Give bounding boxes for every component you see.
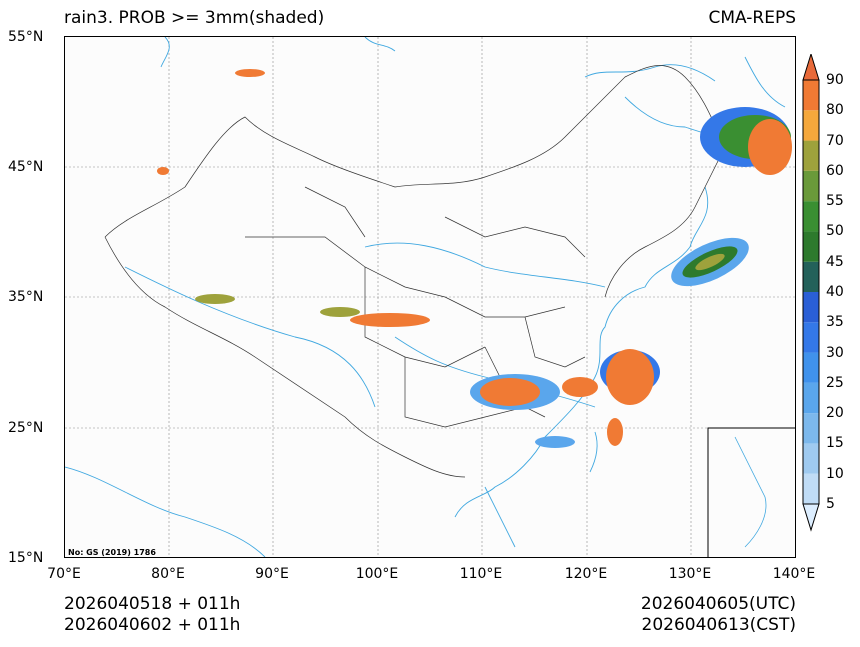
precip-tibet-core: [350, 313, 430, 327]
precip-north-cell: [235, 69, 265, 77]
colorbar-label: 70: [826, 132, 844, 149]
colorbar-label: 15: [826, 435, 844, 452]
lat-tick-25n: 25°N: [8, 420, 44, 436]
colorbar-segment: [803, 473, 819, 504]
colorbar-segment: [803, 443, 819, 474]
coast-south-asia: [65, 466, 266, 557]
colorbar-segment: [803, 292, 819, 323]
colorbar-label: 30: [826, 344, 844, 361]
colorbar-segment: [803, 201, 819, 232]
model-name: CMA-REPS: [708, 8, 796, 28]
precip-shading: [157, 69, 792, 448]
precip-east-core: [606, 349, 654, 405]
colorbar-label: 10: [826, 465, 844, 482]
colorbar-segment: [803, 322, 819, 353]
lon-tick-70e: 70°E: [47, 566, 81, 582]
map-canvas: [65, 37, 795, 557]
river-yellow: [364, 242, 606, 288]
precip-ne-core: [748, 119, 792, 175]
colorbar-label: 80: [826, 102, 844, 119]
lon-tick-130e: 130°E: [668, 566, 712, 582]
precip-korea-core: [695, 253, 725, 271]
colorbar-label: 35: [826, 314, 844, 331]
precip-tibet-west: [320, 307, 360, 317]
lat-tick-45n: 45°N: [8, 159, 44, 175]
colorbar-label: 20: [826, 405, 844, 422]
province-line-7: [444, 216, 586, 258]
coast-north: [584, 64, 716, 82]
lon-tick-80e: 80°E: [151, 566, 185, 582]
valid-time-utc: 2026040605(UTC): [640, 594, 796, 614]
coast-vietnam: [484, 486, 516, 548]
init-time-cst: 2026040602 + 011h: [64, 615, 241, 635]
coast-ne: [744, 56, 786, 108]
precip-nw-cell: [157, 167, 169, 175]
south-china-sea-inset: [707, 427, 795, 557]
china-north-border: [104, 65, 726, 298]
lat-tick-35n: 35°N: [8, 289, 44, 305]
colorbar-segment: [803, 413, 819, 444]
colorbar-segment: [803, 110, 819, 141]
inset-box: [707, 427, 795, 557]
coast-taiwan: [589, 431, 598, 473]
precip-taiwan: [607, 418, 623, 446]
colorbar-label: 40: [826, 284, 844, 300]
coast-east: [454, 186, 709, 518]
coastlines-rivers: [65, 37, 786, 557]
map-approval-note: No: GS (2019) 1786: [68, 548, 156, 557]
river-yangtze: [394, 336, 596, 408]
province-line-1: [245, 236, 446, 298]
colorbar-label: 45: [826, 253, 844, 270]
coast-top: [364, 37, 396, 52]
valid-time-cst: 2026040613(CST): [641, 615, 796, 635]
province-line-4: [404, 357, 526, 428]
lon-tick-110e: 110°E: [459, 566, 503, 582]
province-line-3: [444, 296, 566, 318]
colorbar-label: 25: [826, 374, 844, 391]
precip-tibet-far-west: [195, 294, 235, 304]
lon-tick-140e: 140°E: [772, 566, 816, 582]
borders: [104, 65, 726, 478]
colorbar-label: 55: [826, 193, 844, 210]
colorbar-label: 60: [826, 162, 844, 179]
lon-tick-120e: 120°E: [564, 566, 608, 582]
colorbar-segment: [803, 140, 819, 171]
province-line-6: [524, 316, 586, 368]
colorbar-segment: [803, 170, 819, 202]
colorbar-label: 90: [826, 72, 844, 88]
province-line-8: [304, 186, 366, 238]
colorbar-label: 50: [826, 223, 844, 240]
precip-fujian: [535, 436, 575, 448]
colorbar-extend-min: [802, 503, 820, 532]
lon-tick-100e: 100°E: [355, 566, 399, 582]
coast-nw: [160, 37, 170, 68]
precip-east-cell: [562, 377, 598, 397]
lat-tick-55n: 55°N: [8, 29, 44, 45]
colorbar-segment: [803, 352, 819, 383]
lat-tick-15n: 15°N: [8, 550, 44, 566]
gridlines: [65, 37, 795, 557]
colorbar-extend-max: [802, 54, 820, 81]
colorbar-segment: [803, 231, 819, 262]
map-panel: [64, 36, 796, 558]
river-1: [124, 266, 376, 408]
colorbar-segment: [803, 80, 819, 111]
colorbar-segment: [803, 261, 819, 292]
precip-south-core: [480, 378, 540, 406]
lon-tick-90e: 90°E: [255, 566, 289, 582]
colorbar-segment: [803, 382, 819, 414]
colorbar-label: 5: [826, 496, 835, 512]
map-title: rain3. PROB >= 3mm(shaded): [64, 8, 325, 28]
init-time-utc: 2026040518 + 011h: [64, 594, 241, 614]
colorbar: [802, 54, 820, 532]
china-south-border: [104, 236, 466, 478]
inset-coast: [734, 436, 767, 548]
